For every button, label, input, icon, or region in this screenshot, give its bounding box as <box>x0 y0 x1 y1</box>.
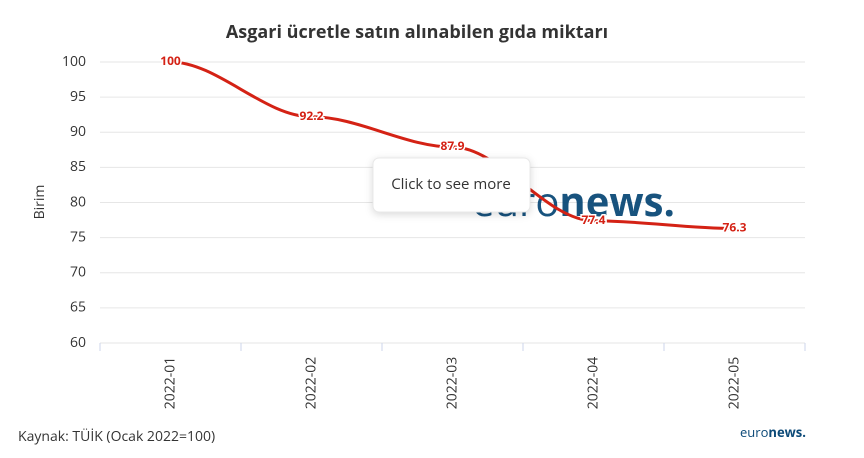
source: Kaynak: TÜİK (Ocak 2022=100) <box>18 427 215 446</box>
y-tick-label: 75 <box>70 227 86 246</box>
data-label: 76.3 <box>722 219 746 236</box>
x-tick-label: 2022-01 <box>160 357 179 410</box>
line <box>170 60 735 230</box>
y-tick-label: 70 <box>70 263 86 282</box>
x-tick-label: 2022-04 <box>583 357 602 410</box>
y-tick-label: 80 <box>70 192 86 211</box>
y-tick-label: 65 <box>70 298 86 317</box>
y-tick-label: 85 <box>70 157 86 176</box>
brand-part: news. <box>768 423 806 441</box>
tooltip-box <box>372 157 531 213</box>
tooltip-text: Click to see more <box>391 174 511 194</box>
y-tick-label: 100 <box>62 52 86 71</box>
data-label: 77.4 <box>581 211 605 228</box>
y-tick-label: 95 <box>70 87 86 106</box>
data-label: 100 <box>160 52 181 69</box>
y-axis-label: Birim <box>30 185 49 220</box>
brand-part: euro <box>740 423 769 441</box>
data-label: 92.2 <box>299 107 323 124</box>
brand-part: news. <box>559 173 674 228</box>
logo: euronews. <box>740 423 806 441</box>
x-tick-label: 2022-03 <box>442 357 461 410</box>
y-tick-label: 60 <box>70 333 86 352</box>
y-tick-label: 90 <box>70 122 86 141</box>
tooltip[interactable]: Click to see more <box>372 157 531 213</box>
chart-title: Asgari ücretle satın alınabilen gıda mik… <box>226 20 608 44</box>
data-label: 87.9 <box>440 137 464 154</box>
x-tick-label: 2022-02 <box>301 357 320 410</box>
x-tick-label: 2022-05 <box>724 357 743 410</box>
